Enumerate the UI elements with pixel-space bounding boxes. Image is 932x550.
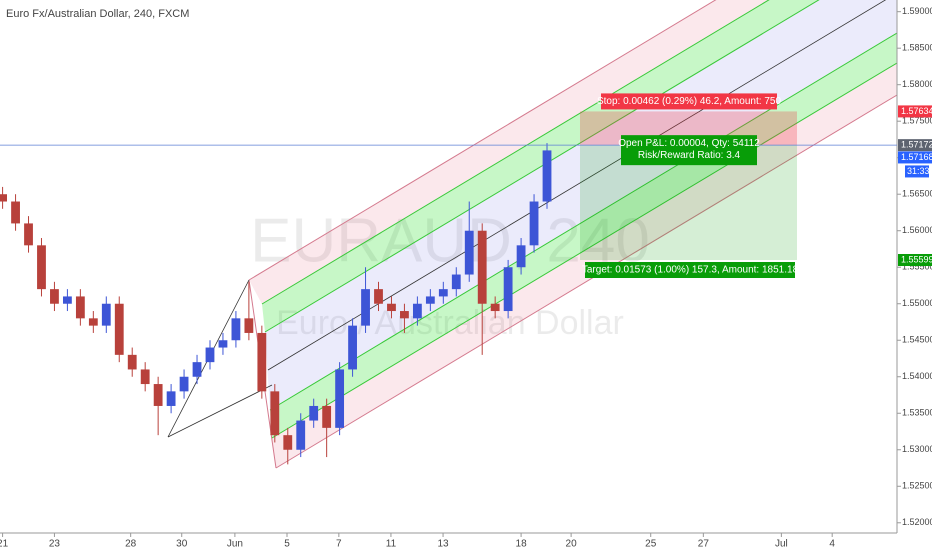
y-tick-label: 1.58000 <box>902 79 932 89</box>
position-label-box <box>621 135 757 166</box>
position-label: Stop: 0.00462 (0.29%) 46.2, Amount: 750 <box>597 96 781 107</box>
candle-body <box>62 296 72 304</box>
candle-body <box>88 318 98 326</box>
candle-body <box>348 325 357 370</box>
x-tick-label: Jun <box>227 539 243 550</box>
price-tag <box>898 139 932 152</box>
x-tick-label: 30 <box>176 539 188 550</box>
price-tag-label: 1.57168 <box>901 152 932 162</box>
candle-body <box>542 150 552 202</box>
y-tick-label: 1.52500 <box>902 481 932 491</box>
candle-body <box>309 405 319 421</box>
watermark: EURAUD, 240 <box>250 206 650 275</box>
candle-body <box>24 223 33 246</box>
x-tick-label: Jul <box>775 539 788 550</box>
candle-body <box>464 230 474 275</box>
candle-body <box>205 347 215 363</box>
price-tag-label: 1.57172 <box>901 140 932 150</box>
y-tick-label: 1.54500 <box>902 335 932 345</box>
x-tick-label: 5 <box>284 539 290 550</box>
candle-body <box>270 391 280 436</box>
price-tag-label: 1.57634 <box>901 106 932 116</box>
candle-body <box>503 267 513 312</box>
candle-body <box>11 201 20 224</box>
candle-body <box>412 303 422 319</box>
candle-body <box>101 303 111 326</box>
candle-body <box>451 274 461 290</box>
candle-body <box>0 194 7 202</box>
x-tick-label: 4 <box>829 539 835 550</box>
y-tick-label: 1.58500 <box>902 43 932 53</box>
position-label-box <box>585 262 795 279</box>
x-tick-label: 21 <box>0 539 9 550</box>
y-tick-label: 1.52000 <box>902 517 932 527</box>
price-tag-label: 1.55599 <box>901 254 932 264</box>
candle-body <box>50 289 59 304</box>
candle-body <box>75 296 85 319</box>
y-tick-label: 1.56500 <box>902 189 932 199</box>
candle-body <box>400 311 409 319</box>
candle-body <box>114 303 124 355</box>
candle-body <box>179 376 189 392</box>
countdown: 31:33 <box>907 166 930 176</box>
candle-body <box>322 405 332 428</box>
chart-title: Euro Fx/Australian Dollar, 240, FXCM <box>6 8 189 20</box>
x-tick-label: 20 <box>566 539 578 550</box>
candle-body <box>425 296 435 304</box>
countdown-box <box>905 165 929 178</box>
candle-body <box>516 245 526 268</box>
y-tick-label: 1.53000 <box>902 444 932 454</box>
x-tick-label: 23 <box>49 539 61 550</box>
x-tick-label: 7 <box>336 539 342 550</box>
candle-body <box>192 362 202 377</box>
y-tick-label: 1.55000 <box>902 298 932 308</box>
candle-body <box>361 289 370 326</box>
x-tick-label: 25 <box>645 539 657 550</box>
candle-body <box>166 391 176 406</box>
candle-body <box>244 318 254 333</box>
candle-body <box>296 420 306 450</box>
candle-body <box>490 303 500 312</box>
candle-body <box>257 332 267 392</box>
candle-body <box>335 369 345 428</box>
y-tick-label: 1.55500 <box>902 262 932 272</box>
candle-body <box>387 303 396 312</box>
y-tick-label: 1.56000 <box>902 225 932 235</box>
x-tick-label: 18 <box>516 539 528 550</box>
candle-body <box>231 318 241 341</box>
y-tick-label: 1.53500 <box>902 408 932 418</box>
watermark-subtitle: Euro / Australian Dollar <box>276 304 624 342</box>
candle-body <box>438 289 448 297</box>
candle-body <box>283 435 293 450</box>
candle-body <box>140 369 150 385</box>
position-label-box <box>601 93 777 110</box>
y-tick-label: 1.57500 <box>902 116 932 126</box>
candle-body <box>477 230 487 304</box>
candle-body <box>218 340 228 348</box>
candles <box>0 143 552 465</box>
x-tick-label: 28 <box>125 539 137 550</box>
y-tick-label: 1.59000 <box>902 6 932 16</box>
x-tick-label: 27 <box>698 539 710 550</box>
price-tag <box>898 105 932 118</box>
candle-body <box>153 384 163 406</box>
position-label: Target: 0.01573 (1.00%) 157.3, Amount: 1… <box>582 265 799 276</box>
candle-body <box>37 245 46 290</box>
price-tag <box>898 151 932 164</box>
position-label: Risk/Reward Ratio: 3.4 <box>638 150 741 161</box>
y-tick-label: 1.54000 <box>902 371 932 381</box>
price-tag <box>898 254 932 267</box>
position-label: Open P&L: 0.00004, Qty: 54112 <box>618 138 760 149</box>
x-tick-label: 11 <box>386 539 397 550</box>
x-tick-label: 13 <box>437 539 449 550</box>
candle-body <box>529 201 539 246</box>
candle-body <box>374 289 383 304</box>
candle-body <box>127 354 137 370</box>
